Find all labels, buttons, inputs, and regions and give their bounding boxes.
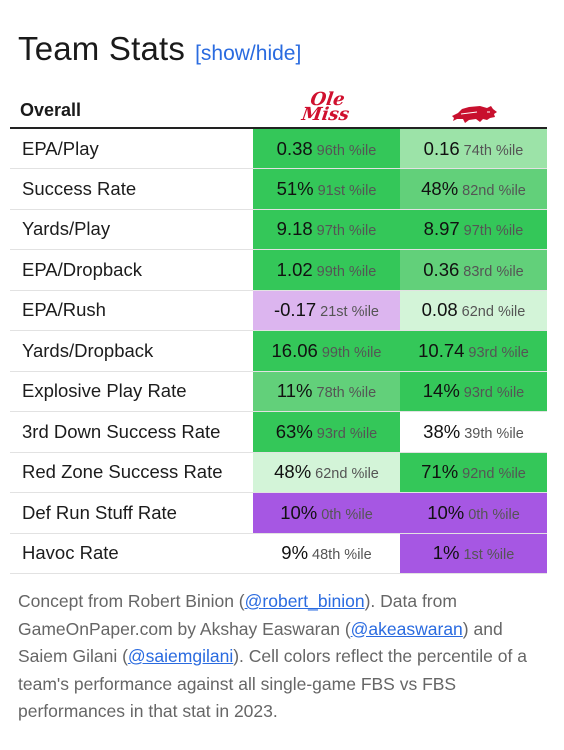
stat-label: Def Run Stuff Rate: [22, 501, 177, 523]
table-row: EPA/Play 0.38 96th %ile 0.16 74th %ile: [10, 128, 547, 169]
team-b-value-cell: 0.36 83rd %ile: [400, 249, 547, 290]
stat-label: Yards/Play: [22, 218, 111, 240]
team-a-value-cell: 9% 48th %ile: [253, 533, 400, 574]
show-hide-toggle-link[interactable]: [show/hide]: [195, 42, 302, 65]
table-row: Explosive Play Rate 11% 78th %ile 14% 93rd…: [10, 371, 547, 412]
team-b-value-cell: 8.97 97th %ile: [400, 209, 547, 250]
stat-label: EPA/Rush: [22, 299, 106, 321]
table-row: EPA/Dropback 1.02 99th %ile 0.36 83rd %ile: [10, 249, 547, 290]
table-row: 3rd Down Success Rate 63% 93rd %ile 38% 39…: [10, 411, 547, 452]
team-b-value-cell: 10% 0th %ile: [400, 492, 547, 533]
robert-binion-link[interactable]: @robert_binion: [244, 591, 365, 611]
team-b-value-cell: 14% 93rd %ile: [400, 371, 547, 412]
team-b-value-cell: 0.16 74th %ile: [400, 128, 547, 169]
team-a-value-cell: 10% 0th %ile: [253, 492, 400, 533]
stat-label: EPA/Play: [22, 137, 99, 159]
table-row: Havoc Rate 9% 48th %ile 1% 1st %ile: [10, 533, 547, 574]
table-row: Def Run Stuff Rate 10% 0th %ile 10% 0th %i…: [10, 492, 547, 533]
team-a-value-cell: 63% 93rd %ile: [253, 411, 400, 452]
team-b-header: [400, 82, 547, 129]
section-label: Overall: [10, 82, 253, 129]
page-title: Team Stats: [18, 30, 186, 67]
razorback-hog-icon: [400, 103, 547, 125]
table-row: Success Rate 51% 91st %ile 48% 82nd %ile: [10, 168, 547, 209]
table-row: Yards/Play 9.18 97th %ile 8.97 97th %ile: [10, 209, 547, 250]
team-b-value-cell: 10.74 93rd %ile: [400, 330, 547, 371]
team-b-value-cell: 0.08 62nd %ile: [400, 290, 547, 331]
saiemgilani-link[interactable]: @saiemgilani: [127, 646, 234, 666]
team-b-value-cell: 71% 92nd %ile: [400, 452, 547, 493]
akeaswaran-link[interactable]: @akeaswaran: [350, 618, 463, 639]
page-header: Team Stats [show/hide]: [18, 30, 301, 70]
stat-label: Havoc Rate: [22, 542, 119, 564]
team-a-value-cell: 16.06 99th %ile: [253, 330, 400, 371]
stat-label: 3rd Down Success Rate: [22, 420, 221, 442]
team-a-value-cell: 11% 78th %ile: [253, 371, 400, 412]
stat-label: Red Zone Success Rate: [22, 461, 223, 483]
team-a-value-cell: 48% 62nd %ile: [253, 452, 400, 493]
stat-label: Success Rate: [22, 177, 137, 199]
team-b-value-cell: 48% 82nd %ile: [400, 168, 547, 209]
team-b-value-cell: 1% 1st %ile: [400, 533, 547, 574]
ole-miss-logo: Ole Miss: [300, 89, 351, 125]
team-stats-table: Overall Ole Miss EPA/Play 0.38 96th %ile 0…: [10, 82, 547, 574]
stat-label: Explosive Play Rate: [22, 380, 187, 402]
team-a-value-cell: 9.18 97th %ile: [253, 209, 400, 250]
team-a-value-cell: -0.17 21st %ile: [253, 290, 400, 331]
table-row: Yards/Dropback 16.06 99th %ile 10.74 93rd …: [10, 330, 547, 371]
table-row: Red Zone Success Rate 48% 62nd %ile 71% 92…: [10, 452, 547, 493]
table-header-row: Overall Ole Miss: [10, 82, 547, 129]
table-row: EPA/Rush -0.17 21st %ile 0.08 62nd %ile: [10, 290, 547, 331]
team-a-value-cell: 1.02 99th %ile: [253, 249, 400, 290]
stat-label: EPA/Dropback: [22, 258, 142, 280]
team-a-value-cell: 0.38 96th %ile: [253, 128, 400, 169]
team-a-value-cell: 51% 91st %ile: [253, 168, 400, 209]
team-b-value-cell: 38% 39th %ile: [400, 411, 547, 452]
footnote: Concept from Robert Binion (@robert_bini…: [18, 591, 527, 721]
team-a-header: Ole Miss: [253, 82, 400, 129]
stat-label: Yards/Dropback: [22, 339, 154, 361]
